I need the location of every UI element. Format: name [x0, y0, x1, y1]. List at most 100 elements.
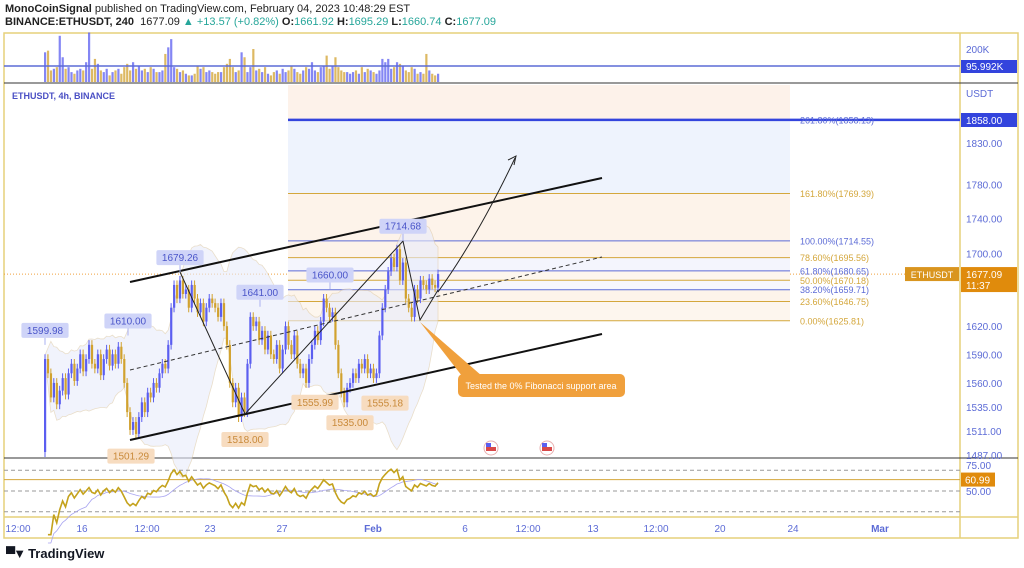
candle[interactable]	[249, 316, 252, 364]
candle[interactable]	[129, 412, 132, 430]
candle[interactable]	[375, 373, 378, 379]
candle[interactable]	[416, 289, 419, 299]
candle[interactable]	[360, 363, 363, 369]
economic-event-flag-icon[interactable]	[483, 440, 499, 456]
candle[interactable]	[222, 303, 226, 327]
candle[interactable]	[357, 363, 361, 379]
callout-box[interactable]	[458, 374, 625, 397]
candle[interactable]	[205, 307, 208, 322]
channel-mid-line[interactable]	[129, 256, 603, 371]
candle[interactable]	[173, 284, 176, 308]
candle[interactable]	[181, 280, 185, 295]
zigzag-wave-line[interactable]	[179, 239, 439, 415]
candle[interactable]	[263, 330, 267, 350]
channel-upper-line[interactable]	[129, 177, 603, 283]
candle[interactable]	[258, 321, 261, 341]
candle[interactable]	[307, 359, 311, 383]
candle[interactable]	[143, 402, 146, 413]
candle[interactable]	[190, 284, 193, 308]
candle[interactable]	[90, 344, 94, 364]
tradingview-brand[interactable]: ▀▼ TradingView	[6, 546, 104, 561]
candle[interactable]	[167, 344, 170, 369]
candle[interactable]	[46, 359, 50, 374]
projection-arrow[interactable]	[437, 157, 516, 293]
candle[interactable]	[290, 344, 293, 355]
candle[interactable]	[296, 335, 299, 364]
candle[interactable]	[52, 382, 55, 398]
candle[interactable]	[395, 249, 399, 267]
candle[interactable]	[246, 363, 249, 413]
candle[interactable]	[99, 354, 102, 376]
candle[interactable]	[93, 363, 97, 369]
candle[interactable]	[384, 289, 387, 308]
candle[interactable]	[325, 298, 328, 308]
candle[interactable]	[322, 298, 325, 322]
candle[interactable]	[217, 307, 220, 317]
candle[interactable]	[281, 349, 284, 369]
candle[interactable]	[316, 330, 319, 341]
candle[interactable]	[349, 382, 352, 388]
candle[interactable]	[310, 344, 314, 360]
candle[interactable]	[61, 378, 64, 391]
candle[interactable]	[79, 354, 82, 369]
candle[interactable]	[73, 363, 76, 381]
candle[interactable]	[305, 368, 308, 383]
candle[interactable]	[422, 280, 425, 285]
candle[interactable]	[70, 363, 73, 374]
candle[interactable]	[126, 382, 129, 413]
candle[interactable]	[208, 298, 211, 308]
candle[interactable]	[351, 373, 355, 383]
candle[interactable]	[134, 421, 138, 434]
candle[interactable]	[58, 390, 61, 405]
candle[interactable]	[155, 382, 158, 388]
candle[interactable]	[437, 274, 440, 288]
candle[interactable]	[44, 359, 47, 452]
candle[interactable]	[243, 397, 246, 413]
candle[interactable]	[419, 280, 422, 299]
candle[interactable]	[161, 363, 164, 374]
candle[interactable]	[175, 284, 179, 299]
candle[interactable]	[178, 280, 182, 299]
candle[interactable]	[261, 330, 264, 341]
candle[interactable]	[428, 278, 431, 290]
candle[interactable]	[299, 363, 302, 374]
candle[interactable]	[390, 258, 393, 272]
candle[interactable]	[87, 344, 91, 360]
candle[interactable]	[219, 303, 223, 317]
candle[interactable]	[284, 326, 287, 350]
candle[interactable]	[269, 335, 273, 355]
candle[interactable]	[105, 349, 108, 360]
candle[interactable]	[401, 262, 405, 281]
candle[interactable]	[287, 326, 290, 345]
candle[interactable]	[275, 344, 278, 360]
candle[interactable]	[293, 335, 296, 355]
candle[interactable]	[337, 344, 340, 374]
candle[interactable]	[252, 316, 255, 327]
candle[interactable]	[266, 335, 270, 350]
candle[interactable]	[272, 354, 275, 360]
candle[interactable]	[234, 387, 237, 403]
candle[interactable]	[146, 392, 149, 413]
candle[interactable]	[369, 368, 372, 374]
candle[interactable]	[120, 346, 123, 360]
candle[interactable]	[140, 402, 143, 418]
candle[interactable]	[413, 289, 416, 317]
candle[interactable]	[231, 382, 234, 403]
candle[interactable]	[343, 392, 346, 403]
candle[interactable]	[425, 284, 428, 290]
candle[interactable]	[114, 354, 117, 364]
candle[interactable]	[228, 344, 231, 383]
candle[interactable]	[187, 289, 190, 308]
candle[interactable]	[82, 354, 85, 372]
candle[interactable]	[202, 303, 205, 322]
candle[interactable]	[434, 284, 437, 288]
candle[interactable]	[158, 373, 161, 388]
candle[interactable]	[85, 359, 88, 372]
candle[interactable]	[193, 284, 196, 299]
candle[interactable]	[96, 354, 99, 369]
candle[interactable]	[387, 271, 390, 290]
candle[interactable]	[131, 421, 135, 430]
candle[interactable]	[137, 417, 141, 434]
candle[interactable]	[76, 368, 79, 381]
